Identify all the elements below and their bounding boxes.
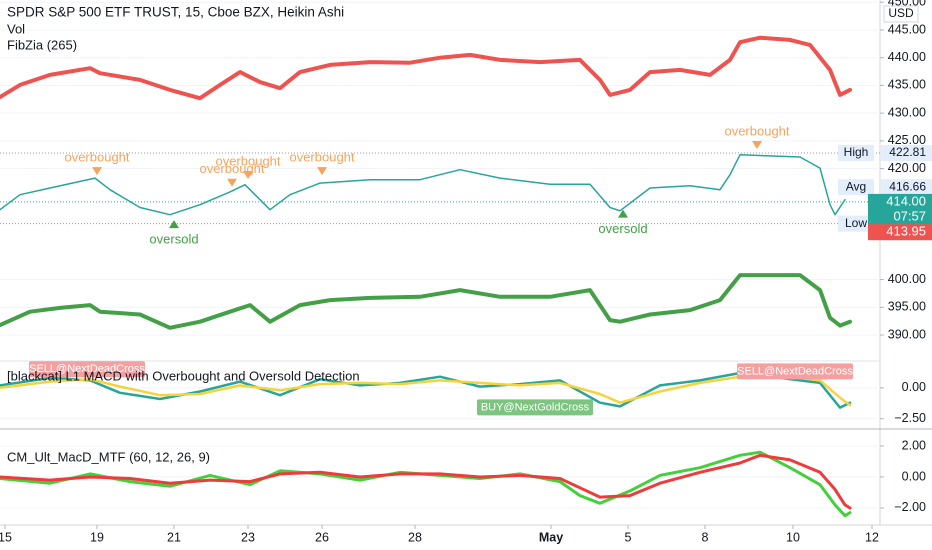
prev-price-box — [868, 224, 932, 241]
level-value: 416.66 — [889, 179, 926, 193]
level-box — [838, 215, 874, 232]
x-tick-label: 19 — [90, 530, 104, 544]
y-tick-label: 0.00 — [902, 469, 926, 483]
annotation-arrow — [169, 220, 179, 229]
x-tick-label: 23 — [241, 530, 255, 544]
x-tick-label: 10 — [786, 530, 800, 544]
y-tick-label: 430.00 — [888, 105, 926, 119]
level-name: High — [844, 145, 869, 159]
y-tick-label: 425.00 — [888, 133, 926, 147]
x-tick-label: 28 — [408, 530, 422, 544]
level-value-box — [881, 179, 932, 196]
annotation-arrow — [92, 167, 102, 176]
volume-label: Vol — [7, 21, 25, 36]
annotation-arrow — [227, 178, 237, 187]
annotation-arrow — [243, 170, 253, 179]
prev-price: 413.95 — [886, 224, 926, 239]
y-tick-label: 445.00 — [888, 22, 926, 36]
annotation: overbought — [289, 150, 354, 165]
annotation: overbought — [64, 150, 129, 165]
level-box — [838, 145, 874, 162]
annotation: oversold — [149, 232, 198, 247]
level-name: Low — [845, 216, 867, 230]
x-tick-label: 8 — [702, 530, 709, 544]
y-tick-label: 0.00 — [902, 380, 926, 394]
y-tick-label: −2.50 — [894, 411, 926, 425]
level-value-box — [881, 145, 932, 162]
currency: USD — [888, 6, 914, 20]
x-tick-label: 12 — [865, 530, 879, 544]
annotation: SELL@NextDeadCross — [29, 363, 145, 375]
pane-title: [blackcat] L1 MACD with Overbought and O… — [7, 368, 360, 383]
last-price: 414.00 — [886, 193, 926, 208]
annotation-arrow — [317, 167, 327, 176]
chart-title: SPDR S&P 500 ETF TRUST, 15, Cboe BZX, He… — [7, 5, 344, 20]
annotation: overbought — [215, 153, 280, 168]
y-tick-label: −2.00 — [894, 500, 926, 514]
series-line — [0, 154, 846, 216]
y-tick-label: 440.00 — [888, 50, 926, 64]
level-value: 422.81 — [889, 145, 926, 159]
level-box — [838, 179, 874, 196]
annotation-box — [29, 361, 145, 378]
x-tick-label: 5 — [625, 530, 632, 544]
currency-box — [883, 5, 919, 23]
series-line — [0, 453, 852, 510]
last-price-box — [868, 193, 932, 226]
indicator-label: FibZia (265) — [7, 37, 77, 52]
level-name: Avg — [846, 179, 866, 193]
y-tick-label: 390.00 — [888, 327, 926, 341]
annotation-box — [737, 363, 853, 380]
y-tick-label: 420.00 — [888, 161, 926, 175]
x-tick-label: 26 — [315, 530, 329, 544]
y-tick-label: 2.00 — [902, 438, 926, 452]
y-tick-label: 400.00 — [888, 272, 926, 286]
x-tick-label: 15 — [0, 530, 12, 544]
series-line — [0, 273, 852, 330]
annotation: overbought — [724, 123, 789, 138]
annotation-arrow — [752, 141, 762, 150]
annotation-box — [477, 399, 593, 416]
y-tick-label: 450.00 — [888, 0, 926, 9]
x-tick-label: 21 — [167, 530, 181, 544]
y-tick-label: 435.00 — [888, 78, 926, 92]
pane-title: CM_Ult_MacD_MTF (60, 12, 26, 9) — [7, 449, 210, 464]
countdown: 07:57 — [893, 208, 926, 223]
y-tick-label: 395.00 — [888, 300, 926, 314]
x-tick-label: May — [539, 530, 563, 544]
annotation-arrow — [618, 209, 628, 218]
series-line — [0, 35, 852, 101]
annotation: BUY@NextGoldCross — [481, 401, 590, 413]
annotation: oversold — [598, 221, 647, 236]
annotation: SELL@NextDeadCross — [737, 365, 853, 377]
